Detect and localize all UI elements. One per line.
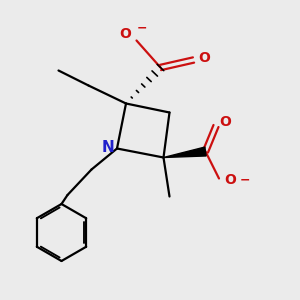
Text: N: N [102,140,114,154]
Text: O: O [119,27,131,41]
Text: −: − [239,173,250,187]
Text: O: O [198,52,210,65]
Polygon shape [164,147,206,158]
Text: O: O [224,173,236,187]
Text: −: − [137,22,147,35]
Text: O: O [219,115,231,128]
